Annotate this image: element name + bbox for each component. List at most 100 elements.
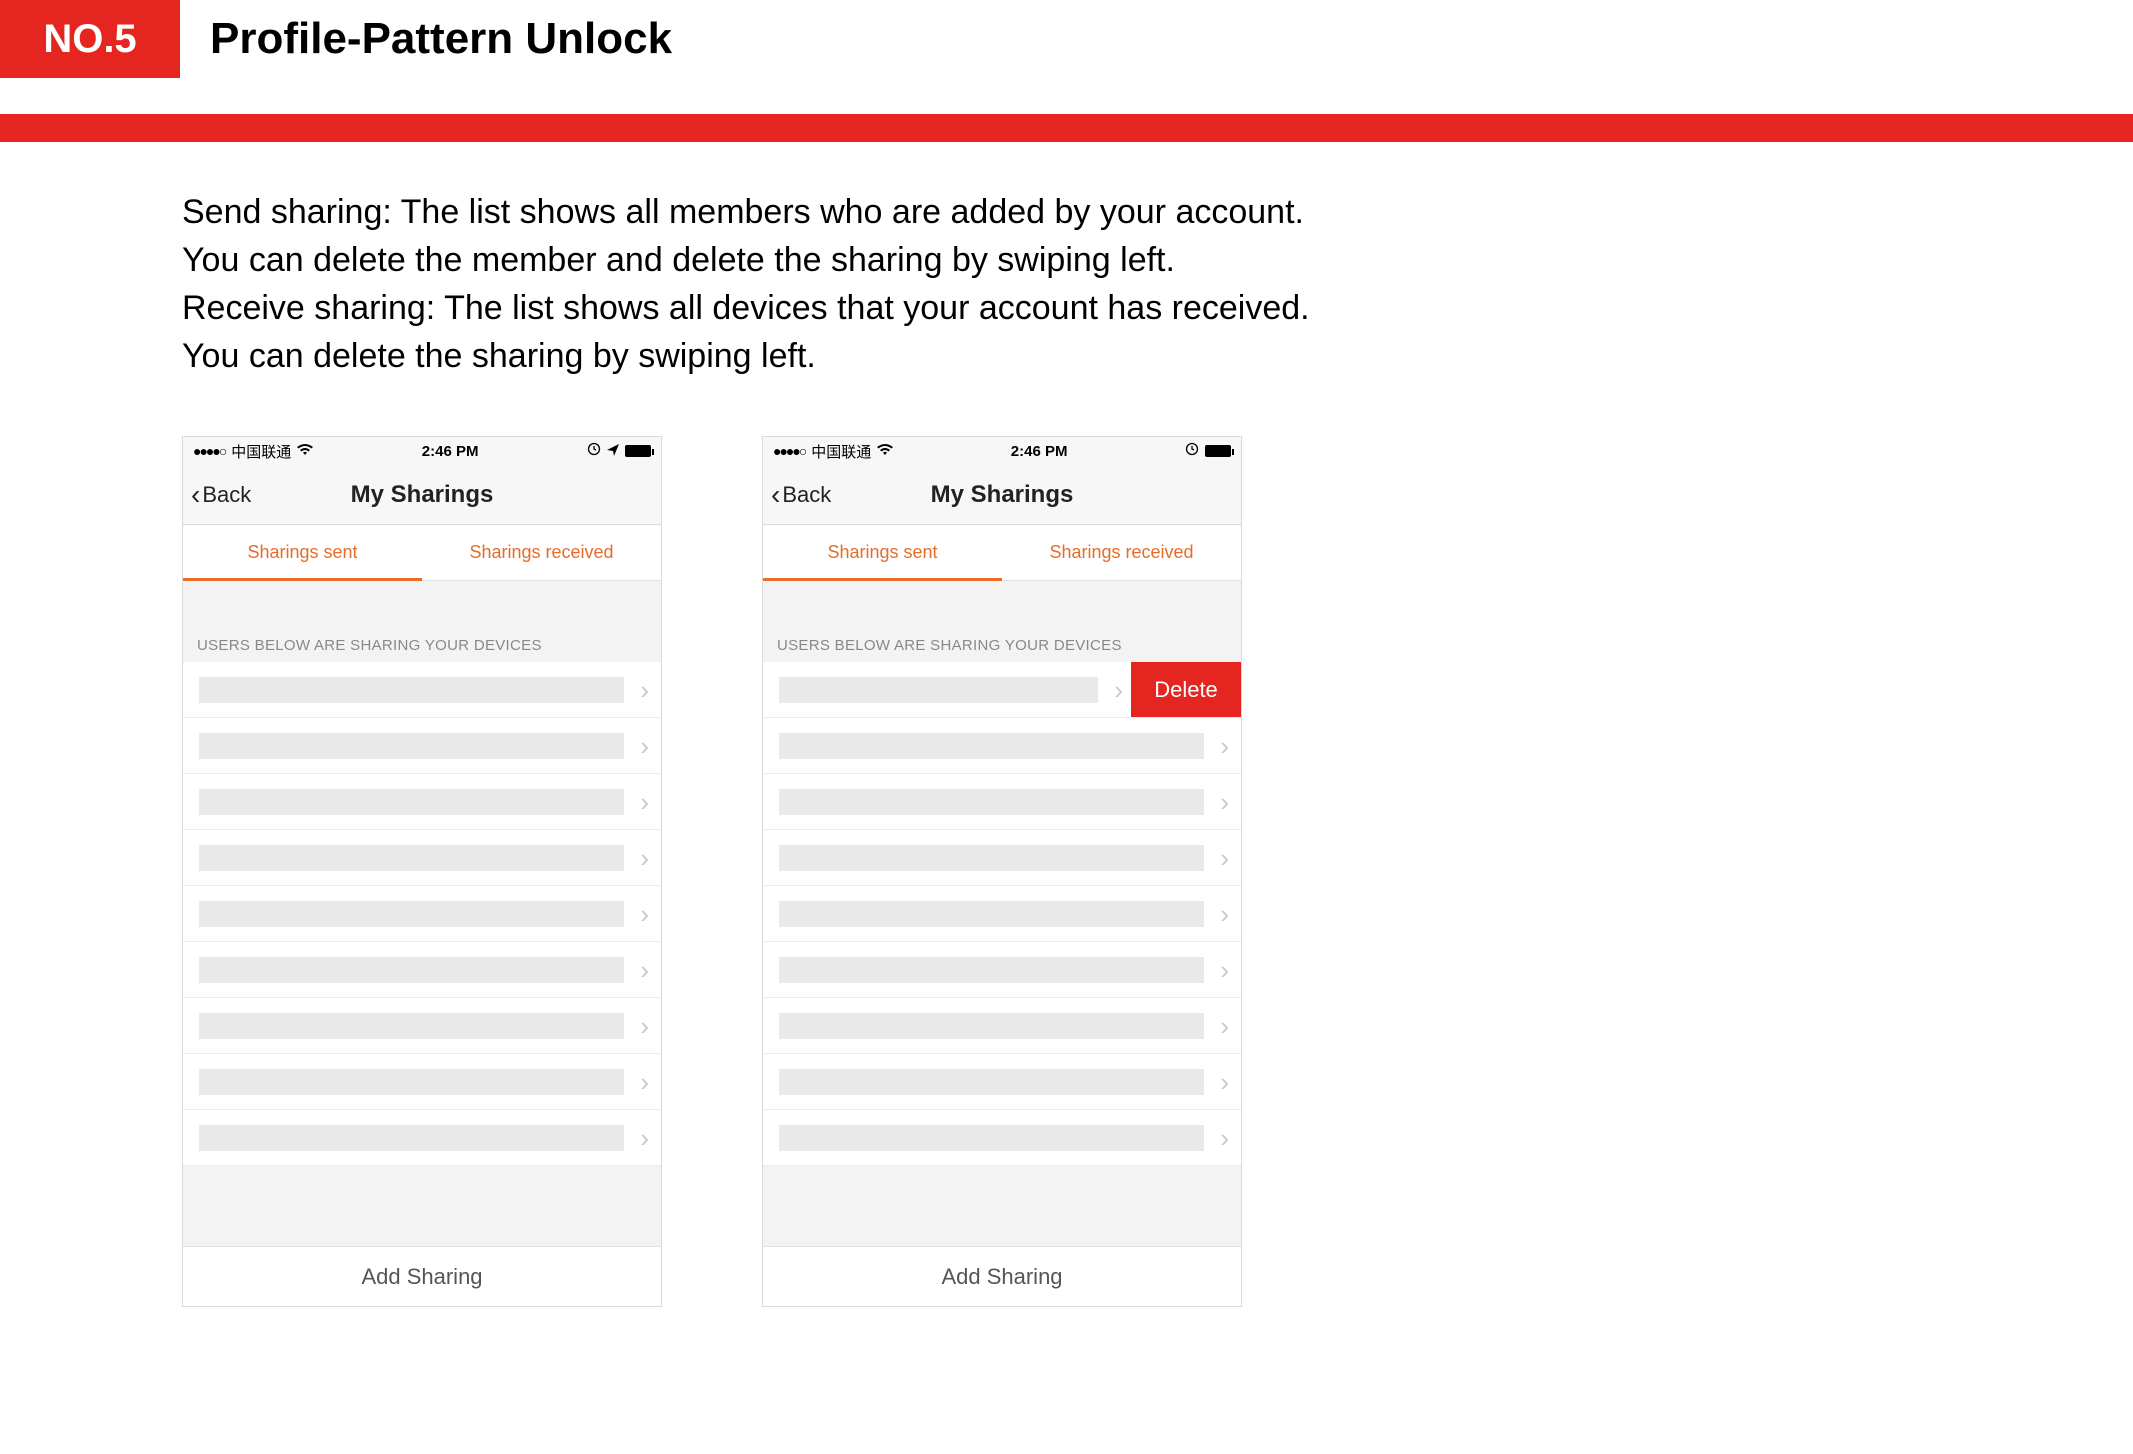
battery-icon (625, 445, 651, 457)
section-number-badge: NO.5 (0, 0, 180, 78)
list-item-placeholder (199, 789, 624, 815)
description-line: Receive sharing: The list shows all devi… (182, 284, 1882, 332)
phone-mockup-right: ●●●●○ 中国联通 2:46 PM ‹ Back My Sharings (762, 436, 1242, 1307)
list-item[interactable]: › (183, 1110, 661, 1166)
list-item[interactable]: › (183, 1054, 661, 1110)
carrier-label: 中国联通 (231, 441, 291, 462)
list-item-placeholder (779, 733, 1204, 759)
nav-bar: ‹ Back My Sharings (183, 465, 661, 525)
list-item-placeholder (199, 677, 624, 703)
add-sharing-button[interactable]: Add Sharing (763, 1246, 1241, 1306)
list-item[interactable]: › (183, 830, 661, 886)
list-item-swiped[interactable]: › Delete (763, 662, 1241, 718)
list-item-placeholder (199, 1013, 624, 1039)
section-gap (183, 581, 661, 625)
description-line: Send sharing: The list shows all members… (182, 188, 1882, 236)
list-item-placeholder (779, 1069, 1204, 1095)
signal-dots-icon: ●●●●○ (193, 443, 225, 459)
nav-title: My Sharings (183, 481, 661, 509)
tab-sharings-received[interactable]: Sharings received (422, 525, 661, 580)
chevron-right-icon: › (640, 789, 649, 815)
list-item[interactable]: › (763, 942, 1241, 998)
back-button[interactable]: ‹ Back (771, 479, 831, 511)
page-header: NO.5 Profile-Pattern Unlock (0, 0, 2133, 78)
chevron-right-icon: › (1220, 1069, 1229, 1095)
location-icon (607, 443, 619, 460)
list-item-placeholder (199, 957, 624, 983)
list-item-placeholder (779, 845, 1204, 871)
section-header: USERS BELOW ARE SHARING YOUR DEVICES (763, 625, 1241, 662)
list-item[interactable]: › (183, 662, 661, 718)
list-item-placeholder (779, 901, 1204, 927)
chevron-right-icon: › (1220, 1125, 1229, 1151)
chevron-right-icon: › (1220, 845, 1229, 871)
add-sharing-button[interactable]: Add Sharing (183, 1246, 661, 1306)
list-item-placeholder (199, 1125, 624, 1151)
list-item-placeholder (779, 1125, 1204, 1151)
chevron-right-icon: › (1114, 677, 1123, 703)
tab-sharings-sent[interactable]: Sharings sent (763, 525, 1002, 580)
list-item-placeholder (779, 957, 1204, 983)
chevron-right-icon: › (640, 957, 649, 983)
description-line: You can delete the sharing by swiping le… (182, 332, 1882, 380)
list-item[interactable]: › (763, 1110, 1241, 1166)
section-header: USERS BELOW ARE SHARING YOUR DEVICES (183, 625, 661, 662)
section-gap (763, 581, 1241, 625)
chevron-right-icon: › (1220, 789, 1229, 815)
status-time: 2:46 PM (422, 443, 479, 460)
list-item[interactable]: › (763, 774, 1241, 830)
list-item-placeholder (199, 733, 624, 759)
red-divider-bar (0, 114, 2133, 142)
list-item-placeholder (199, 1069, 624, 1095)
list-item[interactable]: › (763, 998, 1241, 1054)
list-item[interactable]: › (183, 774, 661, 830)
status-bar: ●●●●○ 中国联通 2:46 PM (763, 437, 1241, 465)
phone-mockups-container: ●●●●○ 中国联通 2:46 PM ‹ Back (182, 436, 2133, 1307)
chevron-right-icon: › (1220, 733, 1229, 759)
list-item-placeholder (779, 1013, 1204, 1039)
alarm-icon (587, 442, 601, 460)
chevron-right-icon: › (1220, 1013, 1229, 1039)
list-item[interactable]: › (183, 886, 661, 942)
wifi-icon (877, 443, 893, 460)
tab-bar: Sharings sent Sharings received (183, 525, 661, 581)
list-item[interactable]: › (183, 718, 661, 774)
chevron-right-icon: › (640, 733, 649, 759)
list-item-placeholder (199, 845, 624, 871)
carrier-label: 中国联通 (811, 441, 871, 462)
nav-title: My Sharings (763, 481, 1241, 509)
chevron-left-icon: ‹ (191, 479, 200, 511)
sharing-list: › › › › › › › › › (183, 662, 661, 1166)
battery-icon (1205, 445, 1231, 457)
tab-bar: Sharings sent Sharings received (763, 525, 1241, 581)
chevron-right-icon: › (1220, 901, 1229, 927)
tab-sharings-sent[interactable]: Sharings sent (183, 525, 422, 580)
list-item-placeholder (779, 677, 1098, 703)
back-label: Back (782, 482, 831, 508)
description-text: Send sharing: The list shows all members… (182, 188, 1882, 380)
alarm-icon (1185, 442, 1199, 460)
list-item[interactable]: › (183, 942, 661, 998)
signal-dots-icon: ●●●●○ (773, 443, 805, 459)
list-item[interactable]: › (763, 1054, 1241, 1110)
list-item[interactable]: › (183, 998, 661, 1054)
chevron-right-icon: › (1220, 957, 1229, 983)
tab-sharings-received[interactable]: Sharings received (1002, 525, 1241, 580)
list-item[interactable]: › (763, 718, 1241, 774)
chevron-right-icon: › (640, 1125, 649, 1151)
chevron-right-icon: › (640, 901, 649, 927)
chevron-right-icon: › (640, 1069, 649, 1095)
chevron-right-icon: › (640, 1013, 649, 1039)
wifi-icon (297, 443, 313, 460)
back-button[interactable]: ‹ Back (191, 479, 251, 511)
list-item[interactable]: › (763, 830, 1241, 886)
status-bar: ●●●●○ 中国联通 2:46 PM (183, 437, 661, 465)
back-label: Back (202, 482, 251, 508)
phone-mockup-left: ●●●●○ 中国联通 2:46 PM ‹ Back (182, 436, 662, 1307)
bottom-gap (763, 1166, 1241, 1246)
chevron-left-icon: ‹ (771, 479, 780, 511)
list-item-placeholder (779, 789, 1204, 815)
list-item[interactable]: › (763, 886, 1241, 942)
delete-button[interactable]: Delete (1131, 662, 1241, 717)
sharing-list: › Delete › › › › › › › › (763, 662, 1241, 1166)
